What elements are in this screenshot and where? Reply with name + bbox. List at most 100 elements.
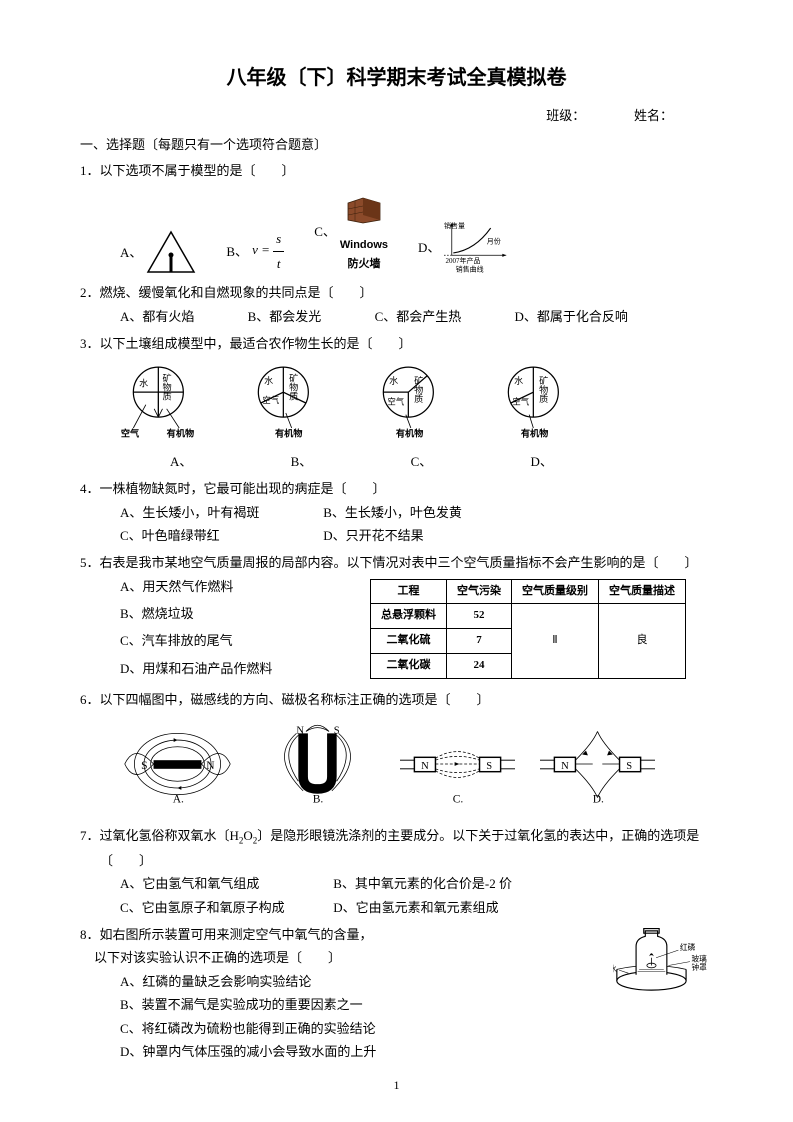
q4: 4．一株植物缺氮时，它最可能出现的病症是〔 〕 A、生长矮小，叶有褐斑 B、生长… <box>80 477 713 547</box>
svg-text:N: N <box>296 725 304 736</box>
svg-text:水: 水 <box>264 375 273 386</box>
svg-text:钟罩: 钟罩 <box>691 962 707 972</box>
q3: 3．以下土壤组成模型中，最适合农作物生长的是〔 〕 水 矿物质 空气 有机物 <box>80 332 713 473</box>
q6: 6．以下四幅图中，磁感线的方向、磁极名称标注正确的选项是〔 〕 S N A. <box>80 688 713 814</box>
f-eq: = <box>261 242 270 257</box>
q7-d: D、它由氢元素和氧元素组成 <box>333 900 498 915</box>
mag-b: N S B. <box>260 722 375 814</box>
svg-text:质: 质 <box>289 391 298 402</box>
r2c1: 二氧化硫 <box>371 629 447 654</box>
q3-stem: 3．以下土壤组成模型中，最适合农作物生长的是〔 〕 <box>80 332 713 355</box>
th2: 空气污染 <box>447 579 512 604</box>
svg-text:S: S <box>626 760 632 771</box>
q8: 8．如右图所示装置可用来测定空气中氧气的含量， 以下对该实验认识不正确的选项是〔… <box>80 923 713 1063</box>
name-label: 姓名： <box>634 108 673 123</box>
q3-d: D、 <box>530 450 552 473</box>
svg-text:水: 水 <box>514 375 523 386</box>
svg-text:A.: A. <box>173 793 184 805</box>
q7-p2: O <box>243 828 252 843</box>
mag-c: N S C. <box>400 722 515 814</box>
r1c1: 总悬浮颗料 <box>371 604 447 629</box>
triangle-icon <box>146 230 196 275</box>
th1: 工程 <box>371 579 447 604</box>
svg-text:S: S <box>486 760 492 771</box>
q1-optC: C、 Windows 防火墙 <box>314 188 388 275</box>
f-lhs: v <box>252 242 258 257</box>
q4-stem: 4．一株植物缺氮时，它最可能出现的病症是〔 〕 <box>80 477 713 500</box>
q5-c: C、汽车排放的尾气 <box>120 629 350 652</box>
q7: 7．过氧化氢俗称双氧水〔H2O2〕是隐形眼镜洗涤剂的主要成分。以下关于过氧化氢的… <box>80 824 713 919</box>
svg-text:销售曲线: 销售曲线 <box>456 265 484 274</box>
q5-stem: 5．右表是我市某地空气质量周报的局部内容。以下情况对表中三个空气质量指标不会产生… <box>80 551 713 574</box>
apparatus-icon: 红磷 玻璃 钟罩 水 <box>613 923 713 1008</box>
q2-stem: 2．燃烧、缓慢氧化和自燃现象的共同点是〔 〕 <box>80 281 713 304</box>
svg-text:有机物: 有机物 <box>167 428 194 439</box>
q1: 1．以下选项不属于模型的是〔 〕 A、 B、 v = s t C、 <box>80 159 713 275</box>
svg-text:N: N <box>421 760 429 771</box>
q1-stem: 1．以下选项不属于模型的是〔 〕 <box>80 159 713 182</box>
q7-p3: 〕是隐形眼镜洗涤剂的主要成分。以下关于过氧化氢的表达中，正确的选项是 <box>257 828 699 843</box>
q4-c: C、叶色暗绿带红 <box>120 524 320 547</box>
svg-text:水: 水 <box>613 964 617 974</box>
svg-text:月份: 月份 <box>487 237 501 246</box>
sales-curve-icon: 销售量 月份 2007年产品 销售曲线 <box>444 220 514 275</box>
q1-b-label: B、 <box>226 240 248 263</box>
svg-text:空气: 空气 <box>513 397 530 407</box>
pie-b: 水 矿物质 空气 有机物 <box>245 363 330 445</box>
pie-d: 水 矿物质 空气 有机物 <box>495 363 580 445</box>
q7-c: C、它由氢原子和氧原子构成 <box>120 896 330 919</box>
q5: 5．右表是我市某地空气质量周报的局部内容。以下情况对表中三个空气质量指标不会产生… <box>80 551 713 684</box>
q8-d: D、钟罩内气体压强的减小会导致水面的上升 <box>80 1040 598 1063</box>
q2-b: B、都会发光 <box>248 305 322 328</box>
q1-c-label: C、 <box>314 220 336 243</box>
q5-a: A、用天然气作燃料 <box>120 575 350 598</box>
q7-p1: 7．过氧化氢俗称双氧水〔H <box>80 828 239 843</box>
q3-b: B、 <box>291 450 313 473</box>
q7-bracket: 〔 〕 <box>80 849 713 872</box>
firewall-label2: 防火墙 <box>340 255 388 275</box>
q1-optA: A、 <box>120 230 196 275</box>
f-num: s <box>273 227 284 251</box>
svg-text:有机物: 有机物 <box>396 428 423 439</box>
th3: 空气质量级别 <box>512 579 599 604</box>
firewall-icon <box>343 188 385 228</box>
q7-a: A、它由氢气和氧气组成 <box>120 872 330 895</box>
formula-icon: v = s t <box>252 227 284 275</box>
f-den: t <box>273 252 284 275</box>
air-quality-table: 工程 空气污染 空气质量级别 空气质量描述 总悬浮颗料 52 Ⅱ 良 二氧化硫 … <box>370 579 686 679</box>
page-number: 1 <box>0 1075 793 1097</box>
q4-d: D、只开花不结果 <box>323 528 423 543</box>
q7-stem: 7．过氧化氢俗称双氧水〔H2O2〕是隐形眼镜洗涤剂的主要成分。以下关于过氧化氢的… <box>80 824 713 849</box>
q8-a: A、红磷的量缺乏会影响实验结论 <box>80 970 598 993</box>
mag-a: S N A. <box>120 722 235 814</box>
r2c2: 7 <box>447 629 512 654</box>
svg-text:质: 质 <box>163 391 172 402</box>
student-info: 班级： 姓名： <box>80 104 713 127</box>
svg-text:B.: B. <box>313 793 324 805</box>
svg-text:空气: 空气 <box>263 395 280 405</box>
r3c2: 24 <box>447 654 512 679</box>
svg-text:有机物: 有机物 <box>275 428 302 439</box>
svg-text:N: N <box>561 760 569 771</box>
r1c2: 52 <box>447 604 512 629</box>
firewall-label1: Windows <box>340 236 388 256</box>
page-title: 八年级〔下〕科学期末考试全真模拟卷 <box>80 60 713 96</box>
q2-c: C、都会产生热 <box>375 305 462 328</box>
q2-d: D、都属于化合反响 <box>514 305 627 328</box>
mag-d: N S D. <box>540 722 655 814</box>
svg-text:水: 水 <box>389 375 398 386</box>
svg-text:空气: 空气 <box>121 428 140 439</box>
q2: 2．燃烧、缓慢氧化和自燃现象的共同点是〔 〕 A、都有火焰 B、都会发光 C、都… <box>80 281 713 328</box>
svg-text:2007年产品: 2007年产品 <box>446 256 481 265</box>
svg-text:C.: C. <box>453 793 464 805</box>
svg-text:有机物: 有机物 <box>521 428 548 439</box>
q2-a: A、都有火焰 <box>120 305 194 328</box>
r-desc: 良 <box>599 604 686 678</box>
q8-b: B、装置不漏气是实验成功的重要因素之一 <box>80 993 598 1016</box>
q8-c: C、将红磷改为硫粉也能得到正确的实验结论 <box>80 1017 598 1040</box>
svg-text:水: 水 <box>139 378 148 389</box>
pie-c: 水 矿物质 空气 有机物 <box>370 363 455 445</box>
q8-stem1: 8．如右图所示装置可用来测定空气中氧气的含量， <box>80 923 598 946</box>
q6-stem: 6．以下四幅图中，磁感线的方向、磁极名称标注正确的选项是〔 〕 <box>80 688 713 711</box>
svg-text:D.: D. <box>593 793 604 805</box>
